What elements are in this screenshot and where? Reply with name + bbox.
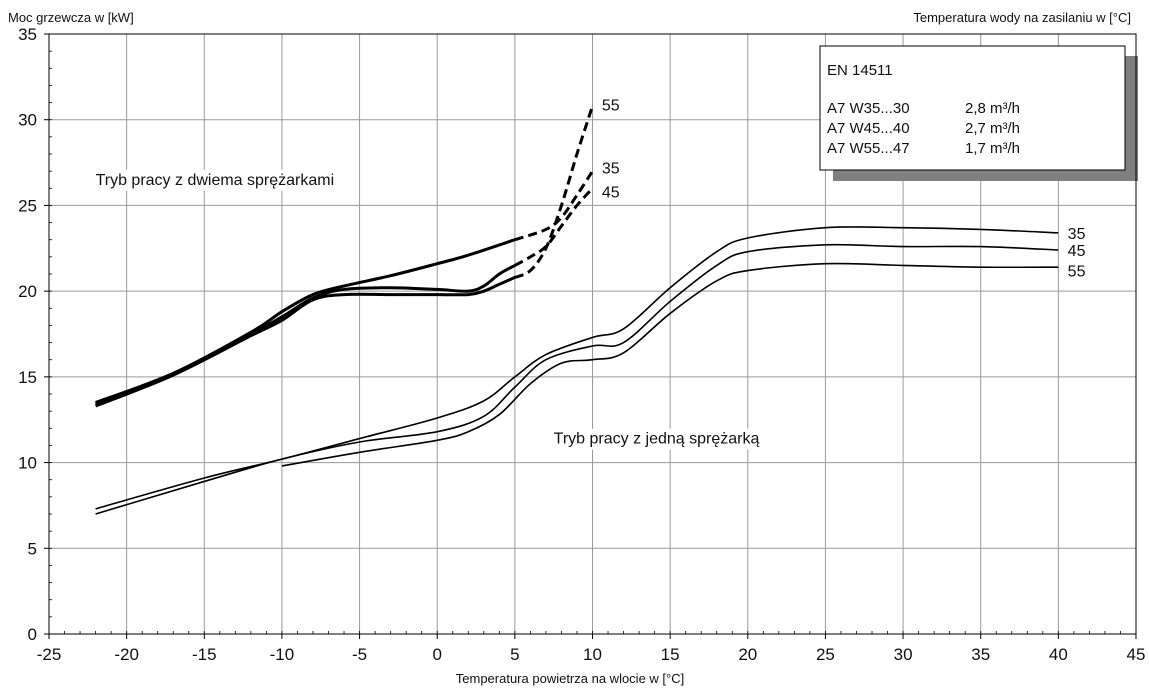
series-label-45: 45 xyxy=(1068,243,1086,260)
series-label-45: 45 xyxy=(602,185,620,202)
series-two-55-solid xyxy=(95,276,516,408)
info-row-value: 2,7 m³/h xyxy=(965,120,1020,137)
x-tick-label: 45 xyxy=(1127,645,1146,664)
series-label-35: 35 xyxy=(1068,226,1086,243)
right-axis-label: Temperatura wody na zasilaniu w [°C] xyxy=(913,10,1131,25)
x-tick-label: -10 xyxy=(270,645,295,664)
x-tick-label: 0 xyxy=(432,645,441,664)
info-box-frame xyxy=(819,45,1126,171)
x-tick-label: -25 xyxy=(37,645,62,664)
y-tick-label: 10 xyxy=(18,454,37,473)
series-two-35-dashed xyxy=(514,170,594,242)
y-tick-labels: 0 5 10 15 20 25 30 35 xyxy=(18,25,37,644)
x-tick-label: 10 xyxy=(583,645,602,664)
info-row-label: A7 W45...40 xyxy=(827,120,910,137)
y-tick-label: 5 xyxy=(28,539,37,558)
y-tick-label: 30 xyxy=(18,111,37,130)
x-tick-label: 20 xyxy=(738,645,757,664)
x-tick-label: -5 xyxy=(352,645,367,664)
x-tick-labels: -25 -20 -15 -10 -5 0 5 10 15 20 25 30 35 40 45 xyxy=(37,645,1146,664)
y-tick-label: 25 xyxy=(18,196,37,215)
series-label-55: 55 xyxy=(602,97,620,114)
x-tick-label: -20 xyxy=(114,645,139,664)
en14511-info-box: EN 14511 A7 W35...30 2,8 m³/h A7 W45...4… xyxy=(819,45,1138,181)
x-tick-label: -15 xyxy=(192,645,217,664)
x-tick-label: 35 xyxy=(971,645,990,664)
series-one-45-solid xyxy=(95,243,1059,515)
x-tick-label: 40 xyxy=(1049,645,1068,664)
y-tick-label: 35 xyxy=(18,25,37,44)
plot-frame xyxy=(48,33,1137,635)
series-group xyxy=(95,105,1059,515)
info-row-label: A7 W55...47 xyxy=(827,140,910,157)
series-label-55: 55 xyxy=(1068,264,1086,281)
series-one-35-solid xyxy=(95,226,1059,510)
mode-annotations: Tryb pracy z dwiema sprężarkami Tryb prac… xyxy=(91,169,764,450)
info-box-title: EN 14511 xyxy=(827,62,893,79)
series-one-55-solid xyxy=(281,262,1059,467)
y-tick-label: 20 xyxy=(18,282,37,301)
annotation-background xyxy=(91,169,339,191)
x-tick-label: 15 xyxy=(661,645,680,664)
grid-lines xyxy=(44,33,1137,639)
y-tick-label: 0 xyxy=(28,625,37,644)
y-axis-label: Moc grzewcza w [kW] xyxy=(8,10,134,25)
info-row-label: A7 W35...30 xyxy=(827,100,910,117)
series-two-45-dashed xyxy=(514,187,594,267)
y-tick-label: 15 xyxy=(18,368,37,387)
x-axis-label: Temperatura powietrza na wlocie w [°C] xyxy=(456,671,684,686)
mode-annotation: Tryb pracy z jedną sprężarką xyxy=(554,431,760,448)
x-tick-label: 30 xyxy=(894,645,913,664)
x-tick-label: 5 xyxy=(510,645,519,664)
annotation-background xyxy=(549,428,764,450)
info-row-value: 2,8 m³/h xyxy=(965,100,1020,117)
series-label-35: 35 xyxy=(602,161,620,178)
series-two-55-dashed xyxy=(514,105,594,279)
info-row-value: 1,7 m³/h xyxy=(965,140,1020,157)
mode-annotation: Tryb pracy z dwiema sprężarkami xyxy=(96,172,335,189)
x-tick-label: 25 xyxy=(816,645,835,664)
